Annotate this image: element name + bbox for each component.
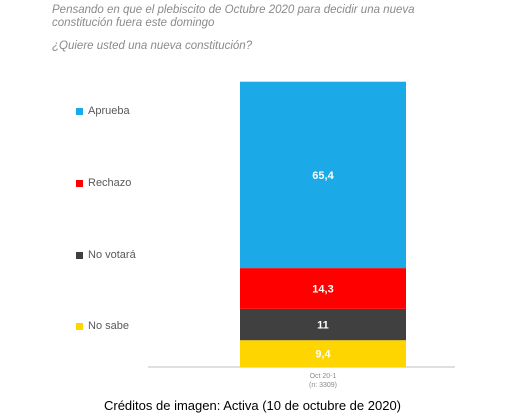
legend-label: Rechazo [88,177,132,189]
chart-legend: Aprueba Rechazo No votará No sabe [76,0,236,419]
legend-item-aprueba: Aprueba [76,105,130,117]
data-label-rechazo: 14,3 [312,283,333,295]
data-label-no-sabe: 9,4 [315,349,331,361]
legend-item-rechazo: Rechazo [76,177,131,189]
legend-label: No sabe [88,320,129,332]
bar-segment-aprueba [240,81,406,269]
bar-segment-no-votará [240,308,406,341]
data-label-aprueba: 65,4 [312,170,334,182]
legend-swatch [76,251,83,259]
chart-subtitle: ¿Quiere usted una nueva constitución? [52,40,253,52]
legend-label: Aprueba [88,105,130,117]
data-label-no-votará: 11 [317,320,329,332]
legend-item-no-votará: No votará [76,249,136,261]
legend-label: No votará [88,249,136,261]
chart-title: Pensando en que el plebiscito de Octubre… [52,4,415,29]
image-credit-caption: Créditos de imagen: Activa (10 de octubr… [103,398,401,413]
x-tick-note: (n: 3309) [309,382,337,389]
x-tick-label: Oct 20-1 [310,373,337,380]
legend-swatch [76,179,83,187]
legend-swatch [76,107,83,115]
legend-swatch [76,322,83,330]
legend-item-no-sabe: No sabe [76,320,129,332]
bar-segment-rechazo [240,268,406,309]
bar-segment-no-sabe [240,340,406,367]
